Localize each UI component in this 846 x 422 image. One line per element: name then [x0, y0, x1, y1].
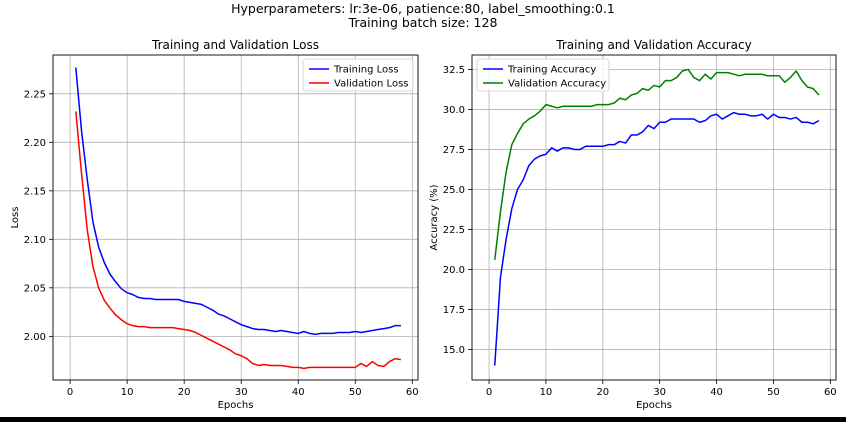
x-tick-label: 20 [178, 387, 191, 398]
loss-chart: 0 10 20 30 40 50 60 2.00 2.05 2.10 2.15 2.20 2.25 Tra… [10, 38, 419, 411]
x-tick-label: 0 [486, 387, 492, 398]
chart-title: Training and Validation Accuracy [555, 38, 751, 52]
y-tick-label: 25.0 [443, 185, 465, 196]
legend-box [476, 58, 610, 92]
series-line-training-accuracy [494, 111, 820, 366]
x-tick-label: 50 [767, 387, 780, 398]
y-tick-label: 22.5 [443, 225, 465, 236]
x-tick-label: 0 [67, 387, 73, 398]
y-tick-label: 27.5 [443, 145, 465, 156]
legend-entry: Training Accuracy [507, 65, 596, 76]
y-tick-label: 32.5 [443, 65, 465, 76]
chart-title: Training and Validation Loss [151, 38, 319, 52]
y-tick-label: 2.10 [24, 235, 46, 246]
axes-frame [471, 54, 837, 381]
x-tick-label: 50 [349, 387, 362, 398]
y-tick-label: 2.20 [24, 138, 46, 149]
y-tick-label: 15.0 [443, 345, 465, 356]
y-tick-label: 20.0 [443, 265, 465, 276]
x-tick-label: 30 [235, 387, 248, 398]
axes-frame [52, 54, 419, 381]
legend-box [302, 58, 414, 92]
x-tick-label: 10 [121, 387, 134, 398]
accuracy-chart: 0 10 20 30 40 50 60 15.0 17.5 20.0 22.5 25.0 27.5 30.… [429, 38, 837, 411]
y-tick-label: 2.05 [24, 283, 46, 294]
series-line-training-loss [75, 67, 401, 336]
x-tick-label: 40 [710, 387, 723, 398]
y-axis-label: Accuracy (%) [429, 184, 440, 250]
series-line-validation-loss [75, 111, 402, 370]
series-line-validation-accuracy [494, 68, 820, 261]
legend-entry: Validation Accuracy [508, 79, 606, 90]
y-tick-label: 2.00 [24, 332, 46, 343]
y-tick-label: 2.15 [24, 186, 46, 197]
y-tick-label: 2.25 [24, 89, 46, 100]
y-axis-label: Loss [10, 207, 21, 229]
x-tick-label: 30 [653, 387, 666, 398]
legend-entry: Training Loss [333, 65, 399, 76]
x-tick-label: 20 [596, 387, 609, 398]
x-tick-label: 40 [292, 387, 305, 398]
x-tick-label: 60 [406, 387, 419, 398]
suptitle-line-1: Hyperparameters: lr:3e-06, patience:80, … [231, 1, 615, 16]
x-tick-label: 10 [540, 387, 553, 398]
y-tick-label: 17.5 [443, 305, 465, 316]
window-bottom-border [0, 417, 846, 422]
x-axis-label: Epochs [636, 400, 672, 411]
suptitle-line-2: Training batch size: 128 [348, 15, 498, 30]
x-tick-label: 60 [824, 387, 837, 398]
x-axis-label: Epochs [218, 400, 254, 411]
legend-entry: Validation Loss [334, 79, 409, 90]
y-tick-label: 30.0 [443, 105, 465, 116]
